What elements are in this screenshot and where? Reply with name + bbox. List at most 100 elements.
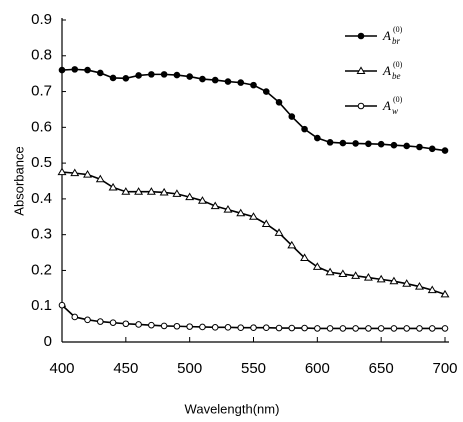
marker xyxy=(160,322,168,330)
y-tick-label: 0.6 xyxy=(31,118,52,135)
marker xyxy=(71,66,79,73)
marker xyxy=(261,219,271,227)
marker xyxy=(134,187,144,195)
marker xyxy=(160,71,168,78)
marker xyxy=(122,75,130,82)
legend-superscript: (0) xyxy=(393,60,403,69)
marker xyxy=(287,240,297,249)
marker xyxy=(326,139,334,146)
marker xyxy=(376,274,386,283)
marker xyxy=(325,267,335,276)
marker xyxy=(237,79,245,86)
marker xyxy=(275,324,283,332)
legend-subscript: w xyxy=(392,106,398,116)
marker xyxy=(83,169,93,178)
marker xyxy=(441,147,449,154)
marker xyxy=(416,325,423,332)
marker xyxy=(352,140,359,147)
marker xyxy=(326,325,334,332)
x-tick-label: 600 xyxy=(305,360,330,377)
legend-entry: A (0) be xyxy=(382,60,403,81)
legend-entry: A (0) br xyxy=(382,25,403,46)
marker xyxy=(357,32,365,40)
marker xyxy=(339,325,347,332)
marker xyxy=(199,75,206,83)
marker xyxy=(148,321,155,329)
marker xyxy=(301,125,308,133)
marker xyxy=(416,143,423,151)
y-tick-label: 0.1 xyxy=(31,297,52,314)
marker xyxy=(427,285,437,294)
marker xyxy=(338,269,348,278)
marker xyxy=(57,167,67,176)
marker xyxy=(377,140,385,148)
marker xyxy=(236,208,246,217)
marker xyxy=(97,69,104,77)
x-tick-label: 650 xyxy=(369,360,394,377)
y-tick-label: 0.5 xyxy=(31,154,52,171)
marker xyxy=(403,142,411,150)
marker xyxy=(58,301,66,309)
marker xyxy=(58,66,66,74)
marker xyxy=(135,321,142,328)
x-tick-label: 700 xyxy=(432,360,457,377)
marker xyxy=(428,145,436,153)
marker xyxy=(274,228,284,236)
marker xyxy=(441,325,449,332)
marker xyxy=(185,192,195,201)
legend-label: A xyxy=(382,63,391,78)
marker xyxy=(390,141,398,149)
marker xyxy=(95,174,105,183)
marker xyxy=(363,273,373,281)
marker xyxy=(84,316,91,324)
marker xyxy=(301,324,308,332)
marker xyxy=(186,73,193,80)
marker xyxy=(351,271,361,279)
marker xyxy=(288,113,296,120)
x-tick-label: 550 xyxy=(241,360,266,377)
marker xyxy=(389,276,399,285)
marker xyxy=(249,212,258,220)
legend-label: A xyxy=(382,98,391,113)
marker xyxy=(312,262,322,270)
marker xyxy=(224,78,232,85)
y-tick-label: 0.9 xyxy=(31,11,52,28)
marker xyxy=(84,66,91,74)
legend-superscript: (0) xyxy=(393,95,403,104)
legend-superscript: (0) xyxy=(393,25,403,34)
marker xyxy=(288,324,296,332)
marker xyxy=(357,102,365,110)
marker xyxy=(211,76,219,84)
marker xyxy=(71,313,79,321)
marker xyxy=(70,168,80,177)
y-axis-label: Absorbance xyxy=(11,146,26,215)
legend-label: A xyxy=(382,28,391,43)
marker xyxy=(250,81,257,89)
marker xyxy=(365,325,372,332)
marker xyxy=(352,325,359,332)
marker xyxy=(339,139,347,147)
x-tick-label: 500 xyxy=(177,360,202,377)
marker xyxy=(197,196,207,204)
marker xyxy=(300,253,310,261)
marker xyxy=(146,187,156,195)
marker xyxy=(148,71,155,78)
marker xyxy=(211,324,219,331)
marker xyxy=(390,325,398,332)
marker xyxy=(250,324,257,331)
marker xyxy=(121,187,131,195)
marker xyxy=(377,325,385,332)
marker xyxy=(414,281,424,290)
marker xyxy=(108,182,118,191)
x-tick-label: 400 xyxy=(49,360,74,377)
marker xyxy=(135,72,142,79)
marker xyxy=(172,189,182,197)
marker xyxy=(109,74,117,82)
x-tick-label: 450 xyxy=(113,360,138,377)
legend-entry: A (0) w xyxy=(382,95,403,116)
x-axis-label: Wavelength(nm) xyxy=(185,401,280,416)
marker xyxy=(224,324,232,331)
marker xyxy=(199,323,206,331)
marker xyxy=(237,324,245,331)
